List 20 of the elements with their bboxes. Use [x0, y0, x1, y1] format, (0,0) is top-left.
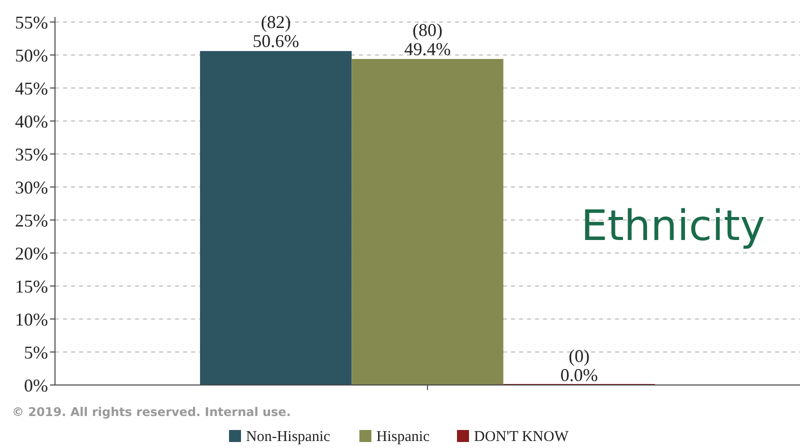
y-tick-label: 20%: [15, 243, 48, 264]
text: Ethnicity: [581, 201, 765, 250]
data-label: (82) 50.6%: [252, 12, 300, 52]
text: © 2019. All rights reserved. Internal use.: [12, 405, 291, 419]
y-tick-label: 40%: [15, 111, 48, 132]
data-label: (80) 49.4%: [404, 20, 451, 59]
y-tick-label: 15%: [15, 276, 48, 296]
y-tick-label: 35%: [15, 144, 48, 164]
y-tick-label: 55%: [15, 12, 48, 32]
y-tick-label: 0%: [24, 375, 48, 396]
legend-label: DON'T KNOW: [474, 429, 570, 445]
y-tick-label: 50%: [15, 45, 48, 66]
y-tick-label: 25%: [15, 210, 48, 230]
legend-label: Hispanic: [376, 429, 430, 445]
legend-label: Non-Hispanic: [246, 429, 330, 445]
y-tick-label: 5%: [24, 342, 48, 362]
y-tick-label: 45%: [15, 78, 48, 98]
y-tick-label: 10%: [15, 309, 48, 330]
y-tick-label: 30%: [15, 177, 48, 198]
data-label: (0) 0.0%: [560, 346, 598, 385]
